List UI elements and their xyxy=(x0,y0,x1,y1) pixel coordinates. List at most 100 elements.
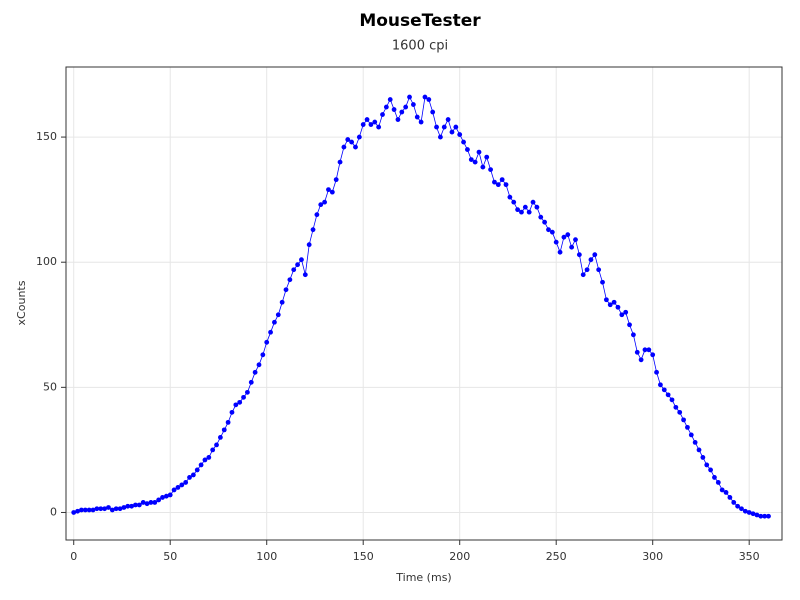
data-point xyxy=(607,302,613,308)
data-point xyxy=(329,189,335,195)
data-point xyxy=(592,252,598,258)
data-point xyxy=(495,182,501,188)
data-point xyxy=(511,199,517,205)
data-point xyxy=(252,369,258,375)
data-point xyxy=(125,503,131,509)
data-point xyxy=(171,487,177,493)
y-tick-label: 0 xyxy=(50,505,57,518)
data-point xyxy=(650,352,656,358)
x-tick-label: 350 xyxy=(739,550,760,563)
data-point xyxy=(611,299,617,305)
y-tick-label: 50 xyxy=(43,380,57,393)
data-point xyxy=(746,510,752,515)
data-point xyxy=(603,297,609,303)
data-point xyxy=(364,117,370,122)
data-point xyxy=(79,507,84,513)
data-point xyxy=(700,455,706,460)
data-point xyxy=(580,272,586,278)
data-point xyxy=(198,462,204,468)
data-point xyxy=(576,252,582,258)
data-point xyxy=(530,199,536,205)
data-point xyxy=(295,262,300,268)
data-point xyxy=(272,319,277,325)
data-point xyxy=(758,513,764,519)
data-point xyxy=(102,506,107,512)
data-point xyxy=(561,234,567,240)
data-point xyxy=(615,304,621,310)
data-point xyxy=(395,117,401,122)
data-point xyxy=(256,362,262,368)
data-point xyxy=(522,204,528,210)
data-point xyxy=(287,277,293,283)
data-point xyxy=(669,397,675,403)
data-point xyxy=(299,257,304,263)
data-point xyxy=(704,462,710,468)
x-axis-label: Time (ms) xyxy=(395,571,451,584)
data-point xyxy=(484,154,490,160)
data-point xyxy=(264,339,270,345)
data-point xyxy=(542,219,548,225)
data-point xyxy=(414,114,420,120)
data-point xyxy=(661,387,667,393)
chart-title: MouseTester xyxy=(359,11,481,31)
data-point xyxy=(410,102,416,107)
data-point xyxy=(179,482,185,488)
data-point xyxy=(553,239,559,245)
data-point xyxy=(719,487,725,493)
y-tick-label: 100 xyxy=(36,255,57,268)
data-point xyxy=(306,242,312,248)
data-point xyxy=(538,214,544,220)
data-point xyxy=(129,503,135,509)
x-tick-label: 200 xyxy=(449,550,470,563)
data-point xyxy=(453,124,459,130)
data-point xyxy=(233,402,239,408)
data-point xyxy=(642,347,648,353)
data-point xyxy=(465,147,470,152)
data-point xyxy=(665,392,671,398)
data-point xyxy=(480,164,486,170)
data-point xyxy=(368,122,374,127)
data-point xyxy=(422,94,428,100)
data-point xyxy=(430,109,436,115)
data-point xyxy=(291,267,297,273)
data-point xyxy=(476,149,482,155)
data-point xyxy=(472,159,478,165)
x-tick-label: 50 xyxy=(163,550,177,563)
data-point xyxy=(210,447,216,453)
data-point xyxy=(488,167,493,173)
data-point xyxy=(407,94,412,100)
data-point xyxy=(399,109,405,115)
data-point xyxy=(221,427,227,433)
data-point xyxy=(194,467,200,473)
data-point xyxy=(94,506,100,512)
data-point xyxy=(86,507,92,513)
data-point xyxy=(133,502,138,508)
data-point xyxy=(82,507,88,513)
data-point xyxy=(160,495,165,500)
data-point xyxy=(372,119,378,125)
data-point xyxy=(121,505,127,510)
data-point xyxy=(383,104,389,110)
data-point xyxy=(526,209,532,215)
data-point xyxy=(461,139,466,145)
data-point xyxy=(596,267,602,273)
data-point xyxy=(677,409,683,415)
data-point xyxy=(248,379,254,385)
data-point xyxy=(762,513,768,519)
data-point xyxy=(337,159,343,165)
data-point xyxy=(237,399,243,405)
data-point xyxy=(638,357,644,363)
data-point xyxy=(735,503,741,509)
data-point xyxy=(569,244,575,250)
data-point xyxy=(731,500,737,505)
data-point xyxy=(712,475,717,480)
data-point xyxy=(90,507,96,513)
plot-frame xyxy=(65,66,783,541)
data-point xyxy=(310,227,316,233)
data-point xyxy=(117,506,123,512)
data-point xyxy=(349,139,355,145)
data-point xyxy=(519,209,524,215)
data-point xyxy=(441,124,447,130)
data-point xyxy=(766,513,771,519)
